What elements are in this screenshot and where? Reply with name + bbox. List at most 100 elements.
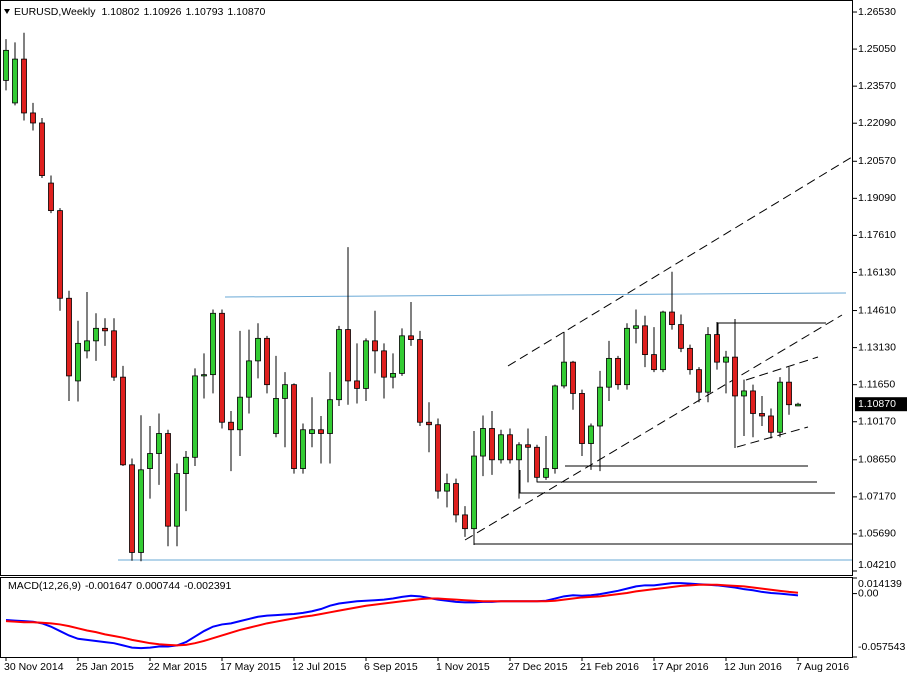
candle-body <box>345 329 351 382</box>
x-tick-label: 21 Feb 2016 <box>580 661 639 673</box>
candle-body <box>192 375 198 458</box>
candle-body <box>291 384 297 469</box>
candle-body <box>300 429 306 469</box>
y-tick-label: 1.07170 <box>858 491 896 503</box>
level-line <box>519 470 835 494</box>
x-tick-label: 12 Jul 2015 <box>292 661 346 673</box>
candle-body <box>129 464 135 553</box>
candle-body <box>588 425 594 444</box>
candle-body <box>93 327 99 342</box>
candle-body <box>606 357 612 388</box>
candle-body <box>579 393 585 444</box>
x-tick-label: 22 Mar 2015 <box>148 661 207 673</box>
candle-body <box>21 58 27 114</box>
level-line <box>717 322 826 335</box>
candle-body <box>354 380 360 389</box>
candle-body <box>525 444 531 448</box>
candle-body <box>624 327 630 386</box>
y-tick-label: 1.11650 <box>858 378 895 390</box>
y-tick-label: 0.014139 <box>858 578 902 590</box>
candle-body <box>534 446 540 478</box>
candle-body <box>363 340 369 389</box>
candle-body <box>435 424 441 492</box>
macd-line <box>5 583 799 647</box>
indicator-value: -0.001647 <box>85 580 132 592</box>
candle-body <box>570 361 576 394</box>
y-tick-label: 1.16130 <box>858 266 896 278</box>
candle-body <box>516 444 522 461</box>
chart-header: EURUSD,Weekly 1.10802 1.10926 1.10793 1.1087… <box>14 6 266 18</box>
x-tick-label: 12 Jun 2016 <box>724 661 782 673</box>
candle-body <box>615 357 621 386</box>
candle-body <box>66 297 72 377</box>
y-tick-label: 1.13130 <box>858 341 896 353</box>
channel-line <box>507 156 853 367</box>
macd-header: MACD(12,26,9) -0.001647 0.000744 -0.002391 <box>8 580 231 592</box>
candle-body <box>372 340 378 352</box>
candle-body <box>687 347 693 371</box>
candle-body <box>210 312 216 376</box>
y-tick-label: 1.20570 <box>858 155 896 167</box>
candle-body <box>102 327 108 332</box>
candle-body <box>759 413 765 417</box>
candle-body <box>480 428 486 457</box>
indicator-value: -0.002391 <box>184 580 231 592</box>
x-tick-label: 17 Apr 2016 <box>652 661 709 673</box>
candle-body <box>462 514 468 530</box>
wedge-line <box>745 356 819 381</box>
candle-body <box>552 385 558 469</box>
candle-body <box>471 455 477 530</box>
candle-body <box>678 324 684 349</box>
candle-body <box>417 339 423 423</box>
x-tick-label: 30 Nov 2014 <box>4 661 64 673</box>
x-tick-label: 27 Dec 2015 <box>508 661 568 673</box>
y-tick-label: 0.00 <box>858 587 879 599</box>
ohlc-value: 1.10802 <box>102 6 140 18</box>
candle-body <box>138 469 144 553</box>
x-tick-label: 1 Nov 2015 <box>436 661 490 673</box>
channel-line <box>464 314 843 541</box>
x-tick-label: 17 May 2015 <box>220 661 281 673</box>
candle-body <box>651 354 657 371</box>
candle-body <box>12 58 18 104</box>
ohlc-value: 1.10870 <box>227 6 265 18</box>
candle-body <box>705 334 711 393</box>
candle-body <box>390 372 396 378</box>
indicator-name: MACD(12,26,9) <box>8 580 81 592</box>
candle-body <box>786 381 792 406</box>
trend-line <box>224 292 847 298</box>
candle-body <box>795 403 801 407</box>
candle-body <box>255 337 261 362</box>
macd-line <box>5 582 799 650</box>
candle-body <box>642 325 648 356</box>
candle-body <box>498 434 504 461</box>
candle-body <box>75 342 81 382</box>
candle-body <box>30 112 36 124</box>
y-tick-label: 1.17610 <box>858 229 896 241</box>
last-price-label: 1.10870 <box>858 398 896 410</box>
y-tick-label: 1.26530 <box>858 6 896 18</box>
candle-body <box>273 398 279 434</box>
y-tick-label: 1.22090 <box>858 117 896 129</box>
wedge-line <box>736 426 809 448</box>
candle-body <box>714 334 720 363</box>
candle-body <box>489 428 495 461</box>
y-tick-label: 1.04210 <box>858 559 896 571</box>
last-price-box <box>855 397 907 412</box>
indicator-value: 0.000744 <box>136 580 180 592</box>
candle-body <box>219 312 225 423</box>
candle-body <box>3 49 9 81</box>
candle-body <box>264 337 270 386</box>
x-tick-label: 25 Jan 2015 <box>76 661 134 673</box>
menu-arrow <box>4 9 10 14</box>
candle-body <box>282 384 288 399</box>
candle-body <box>399 335 405 374</box>
candle-body <box>426 421 432 426</box>
candle-body <box>57 210 63 299</box>
candle-body <box>246 360 252 398</box>
candle-body <box>336 329 342 401</box>
candle-body <box>768 415 774 433</box>
candle-body <box>111 330 117 378</box>
candle-body <box>309 429 315 434</box>
